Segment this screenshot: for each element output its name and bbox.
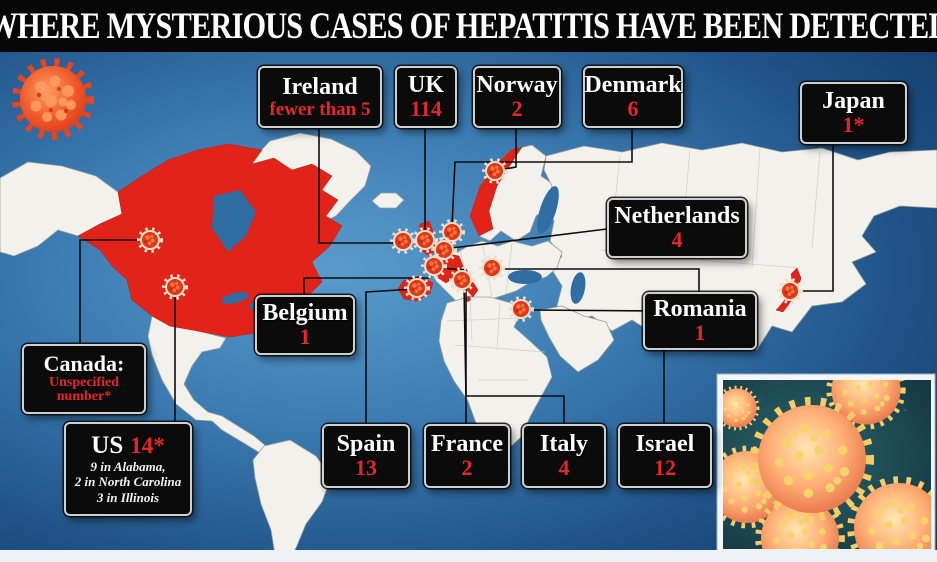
case-count: 1* xyxy=(842,112,865,138)
country-name: UK xyxy=(408,72,444,99)
virus-micrograph-inset xyxy=(716,373,936,554)
label-france: France 2 xyxy=(424,424,510,488)
case-count: number* xyxy=(56,389,112,405)
connector-spain xyxy=(365,288,415,424)
country-name: France xyxy=(431,431,503,458)
label-denmark: Denmark 6 xyxy=(583,66,683,128)
label-spain: Spain 13 xyxy=(322,424,410,488)
label-italy: Italy 4 xyxy=(522,424,606,488)
country-name: Netherlands xyxy=(614,203,740,230)
connector-netherlands xyxy=(451,228,608,249)
country-name: Spain xyxy=(336,431,396,458)
label-uk: UK 114 xyxy=(395,66,457,128)
landmass-iceland xyxy=(371,192,405,209)
connector-japan xyxy=(797,144,834,292)
country-canada-us-highlight xyxy=(77,143,343,338)
label-ireland: Ireland fewer than 5 xyxy=(258,66,382,128)
case-count: 114 xyxy=(410,96,442,122)
case-count: 2 xyxy=(511,96,523,122)
label-us: US 14* 9 in Alabama, 2 in North Carolina… xyxy=(64,422,192,516)
connector-italy xyxy=(463,284,565,424)
country-name: Ireland xyxy=(282,73,358,100)
bottom-margin xyxy=(0,550,937,562)
label-netherlands: Netherlands 4 xyxy=(607,198,747,258)
title-bar: WHERE MYSTERIOUS CASES OF HEPATITIS HAVE… xyxy=(0,0,937,52)
country-name: Belgium xyxy=(262,300,348,327)
virus-icon xyxy=(12,58,94,140)
case-count: 12 xyxy=(654,455,676,481)
case-count: 13 xyxy=(355,455,377,481)
case-count: 4 xyxy=(671,227,683,253)
label-canada: Canada: Unspecified number* xyxy=(22,344,146,414)
connector-denmark xyxy=(451,128,633,227)
case-detail: 2 in North Carolina xyxy=(74,474,182,490)
country-name: Canada: xyxy=(43,350,125,376)
case-count: 6 xyxy=(627,96,639,122)
country-name: Israel xyxy=(635,431,695,458)
case-count: 4 xyxy=(558,455,570,481)
label-japan: Japan 1* xyxy=(800,82,907,144)
page-title: WHERE MYSTERIOUS CASES OF HEPATITIS HAVE… xyxy=(0,5,937,47)
label-romania: Romania 1 xyxy=(643,292,757,350)
country-name: Norway xyxy=(476,72,558,99)
landmass-mexico-central-america xyxy=(147,315,267,454)
country-name: Romania xyxy=(653,296,747,323)
country-name: Italy xyxy=(540,431,588,458)
inland-seas xyxy=(212,186,586,310)
connector-ireland xyxy=(318,128,398,244)
case-count: 14* xyxy=(130,433,165,458)
connector-canada xyxy=(79,239,144,344)
label-norway: Norway 2 xyxy=(473,66,561,128)
case-count: 1 xyxy=(694,320,706,346)
landmass-middle-east xyxy=(539,305,615,373)
connector-norway xyxy=(499,128,517,171)
case-count: 2 xyxy=(461,455,473,481)
country-name: US xyxy=(91,432,124,459)
label-belgium: Belgium 1 xyxy=(255,295,355,355)
country-name: Japan xyxy=(822,88,885,115)
case-count: fewer than 5 xyxy=(269,98,371,120)
case-detail: 9 in Alabama, xyxy=(90,459,166,474)
connector-romania xyxy=(498,268,700,292)
case-count: 1 xyxy=(299,324,311,350)
case-detail: 3 in Illinois xyxy=(96,489,160,505)
country-name: Denmark xyxy=(584,72,682,99)
case-count: Unspecified xyxy=(49,374,119,390)
label-israel: Israel 12 xyxy=(618,424,712,488)
